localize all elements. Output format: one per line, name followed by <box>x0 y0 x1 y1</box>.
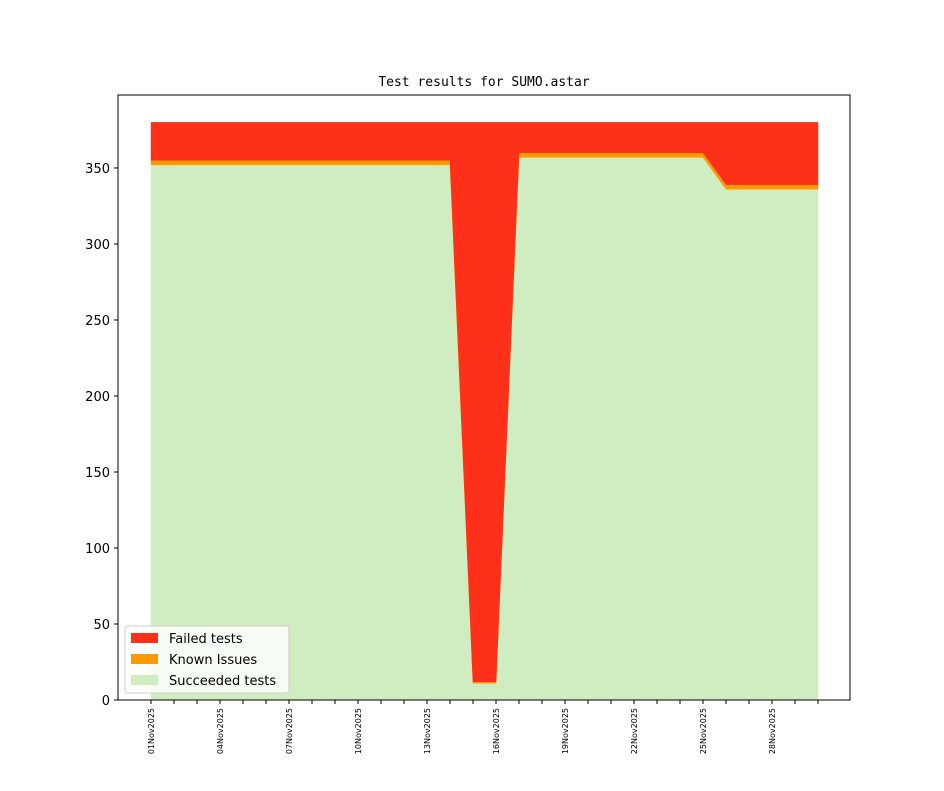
x-tick-label: 07Nov2025 <box>285 708 294 754</box>
x-tick-label: 04Nov2025 <box>216 708 225 754</box>
legend-label: Known Issues <box>169 653 257 668</box>
plot-frame <box>117 94 851 701</box>
legend-label: Failed tests <box>169 632 243 647</box>
x-tick-label: 25Nov2025 <box>699 708 708 754</box>
x-tick-label: 10Nov2025 <box>354 708 363 754</box>
area <box>150 122 819 683</box>
y-tick-label: 350 <box>85 162 110 177</box>
x-tick-label: 22Nov2025 <box>630 708 639 754</box>
y-tick-label: 150 <box>85 466 110 481</box>
x-tick-label: 13Nov2025 <box>423 708 432 754</box>
legend-swatch <box>131 675 158 685</box>
y-tick-label: 250 <box>85 314 110 329</box>
legend-swatch <box>131 633 158 643</box>
legend: Failed tests Known Issues Succeeded tests <box>124 625 290 694</box>
x-tick-label: 01Nov2025 <box>147 708 156 754</box>
y-tick-label: 0 <box>102 694 110 709</box>
legend-frame <box>124 625 290 694</box>
y-tick-label: 300 <box>85 238 110 253</box>
chart-title: Test results for SUMO.astar <box>378 75 589 90</box>
x-tick-label: 16Nov2025 <box>492 708 501 754</box>
legend-label: Succeeded tests <box>169 674 276 689</box>
x-tick-label: 19Nov2025 <box>561 708 570 754</box>
x-tick-label: 28Nov2025 <box>768 708 777 754</box>
y-tick-label: 50 <box>93 618 110 633</box>
y-tick-label: 100 <box>85 542 110 557</box>
y-tick-label: 200 <box>85 390 110 405</box>
legend-swatch <box>131 654 158 664</box>
